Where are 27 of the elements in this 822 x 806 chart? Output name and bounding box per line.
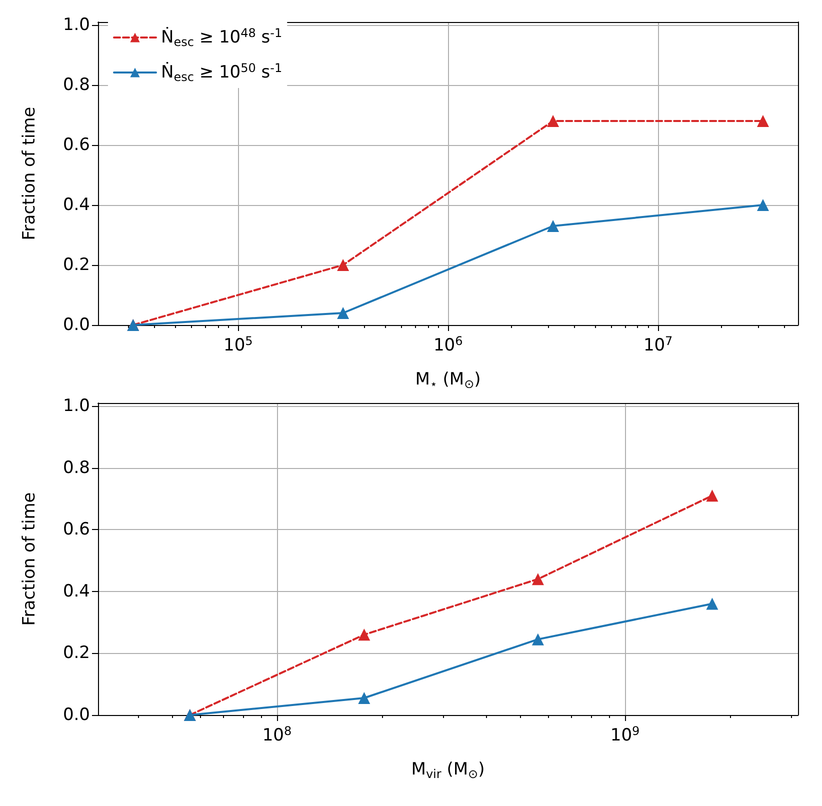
y-tick-label: 0.4 <box>62 195 90 215</box>
y-tick-label: 0.4 <box>62 581 90 602</box>
y-tick-label: 0.0 <box>62 315 90 335</box>
y-tick-label: 1.0 <box>62 396 90 416</box>
y-tick-label: 0.8 <box>62 75 90 95</box>
point <box>337 259 350 271</box>
point <box>337 307 350 319</box>
point <box>358 692 370 704</box>
y-axis-title: Fraction of time <box>20 492 40 626</box>
y-tick-label: 0.8 <box>62 458 90 478</box>
point <box>532 633 544 646</box>
point <box>547 220 560 232</box>
point <box>706 598 718 610</box>
point <box>358 628 370 641</box>
y-tick-label: 0.2 <box>62 643 90 664</box>
point <box>547 115 560 127</box>
y-tick-label: 0.6 <box>62 520 90 540</box>
y-tick-label: 0.2 <box>62 255 90 275</box>
point <box>756 115 769 127</box>
x-axis-title: M⋆ (M⊙) <box>415 370 481 391</box>
y-tick-label: 1.0 <box>62 15 90 35</box>
y-axis-title: Fraction of time <box>20 106 40 240</box>
y-tick-label: 0.6 <box>62 135 90 155</box>
point <box>532 573 544 586</box>
point <box>756 199 769 211</box>
point <box>706 490 718 502</box>
y-tick-label: 0.0 <box>62 705 90 725</box>
